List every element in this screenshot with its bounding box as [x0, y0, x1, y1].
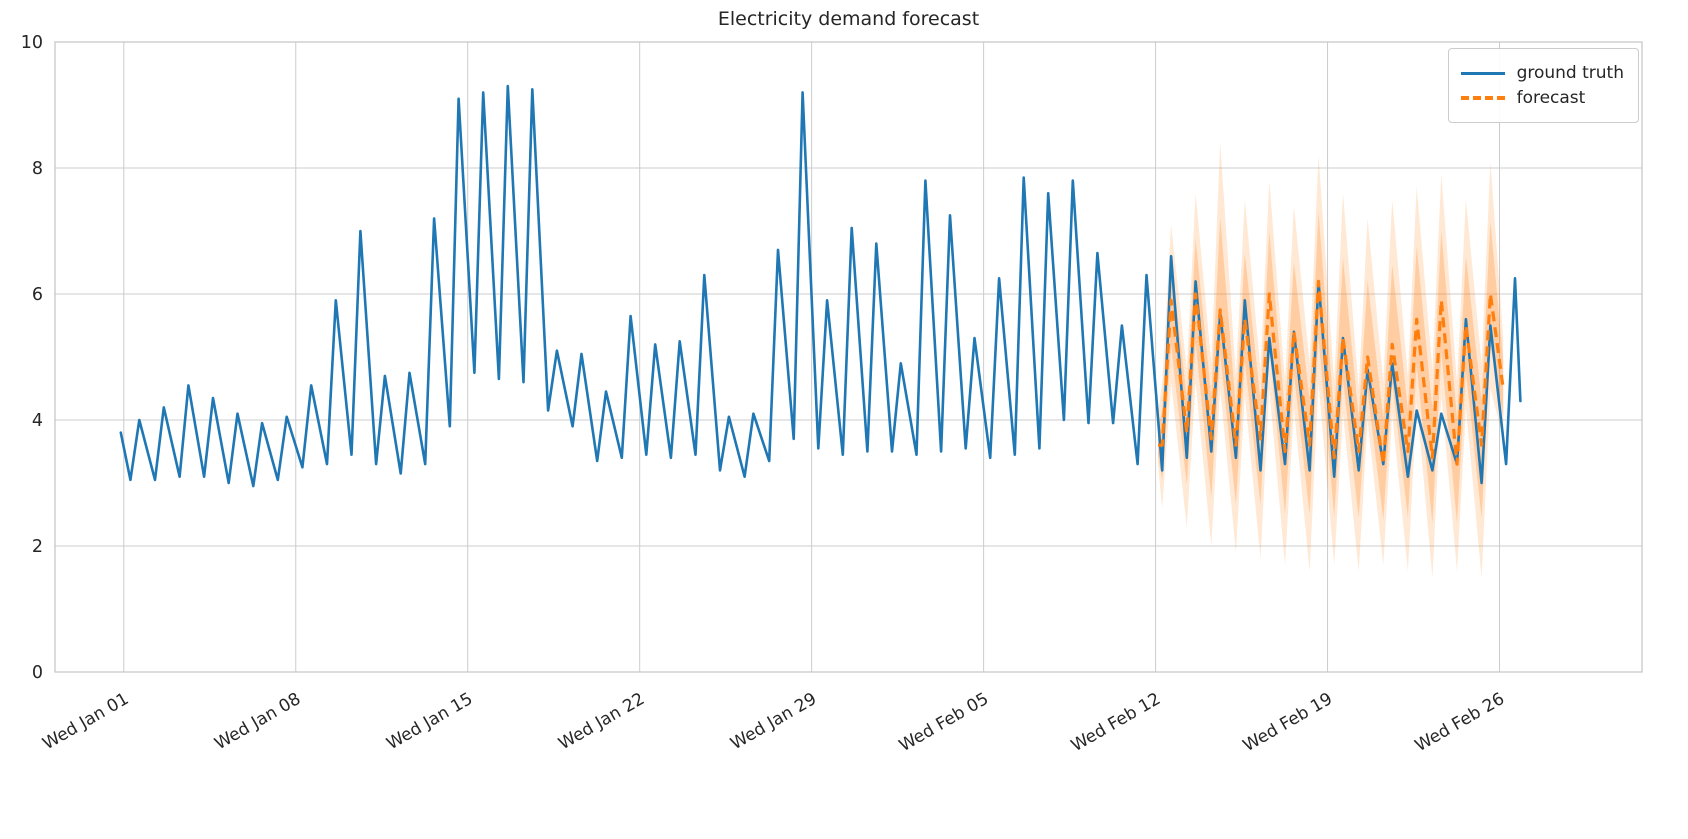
legend: ground truth forecast: [1447, 48, 1639, 123]
y-tick-label: 4: [32, 411, 43, 431]
legend-line-sample-forecast: [1460, 96, 1505, 100]
x-tick-label: Wed Jan 22: [555, 689, 648, 754]
legend-label-ground-truth: ground truth: [1516, 63, 1624, 83]
legend-label-forecast: forecast: [1516, 88, 1586, 108]
x-tick-label: Wed Feb 05: [896, 689, 992, 756]
forecast-band-outer: [1158, 142, 1504, 578]
legend-line-sample-ground-truth: [1460, 71, 1505, 75]
y-tick-label: 0: [32, 663, 43, 683]
y-tick-label: 2: [32, 537, 43, 557]
y-tick-label: 10: [21, 33, 43, 53]
plot-border: [54, 41, 1643, 673]
x-tick-label: Wed Feb 26: [1412, 689, 1508, 756]
forecast-band-inner: [1158, 212, 1504, 524]
y-tick-label: 6: [32, 285, 43, 305]
x-tick-label: Wed Jan 29: [727, 689, 820, 754]
x-tick-label: Wed Feb 19: [1240, 689, 1336, 756]
chart-title: Electricity demand forecast: [717, 8, 980, 30]
x-tick-label: Wed Jan 01: [39, 689, 132, 754]
x-tick-label: Wed Jan 08: [211, 689, 304, 754]
legend-item-ground-truth: ground truth: [1460, 63, 1624, 83]
x-tick-label: Wed Feb 12: [1068, 689, 1164, 756]
x-tick-label: Wed Jan 15: [383, 689, 476, 754]
legend-item-forecast: forecast: [1460, 88, 1624, 108]
y-tick-label: 8: [32, 159, 43, 179]
